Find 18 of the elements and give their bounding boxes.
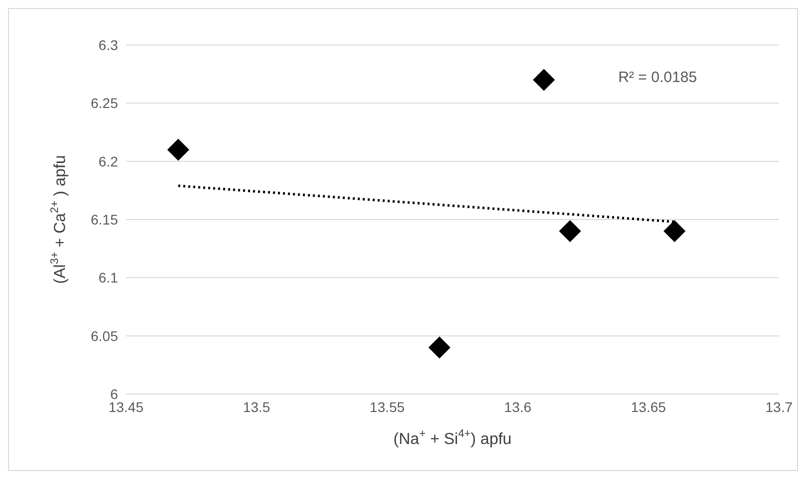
x-tick-label: 13.5	[242, 398, 270, 415]
x-tick-label: 13.6	[504, 398, 532, 415]
point	[532, 68, 555, 91]
point	[167, 138, 190, 161]
point	[428, 336, 450, 358]
point	[664, 220, 686, 242]
y-tick-label: 6.2	[98, 153, 118, 170]
x-axis-title: (Na$^{+}$ + Si$^{4+}$) apfu	[393, 428, 512, 448]
y-tick-label: 6.05	[90, 328, 118, 344]
x-tick-label: 13.55	[370, 398, 405, 415]
point	[559, 220, 582, 242]
x-tick-label: 13.65	[630, 398, 666, 415]
y-tick-label: 6.15	[90, 211, 118, 228]
y-tick-label: 6.1	[98, 270, 118, 286]
y-tick-label: 6.25	[90, 95, 118, 112]
annotation: R² = 0.0185	[618, 69, 697, 86]
x-tick-label: 13.7	[765, 398, 793, 415]
y-tick-label: 6.3	[98, 36, 118, 53]
